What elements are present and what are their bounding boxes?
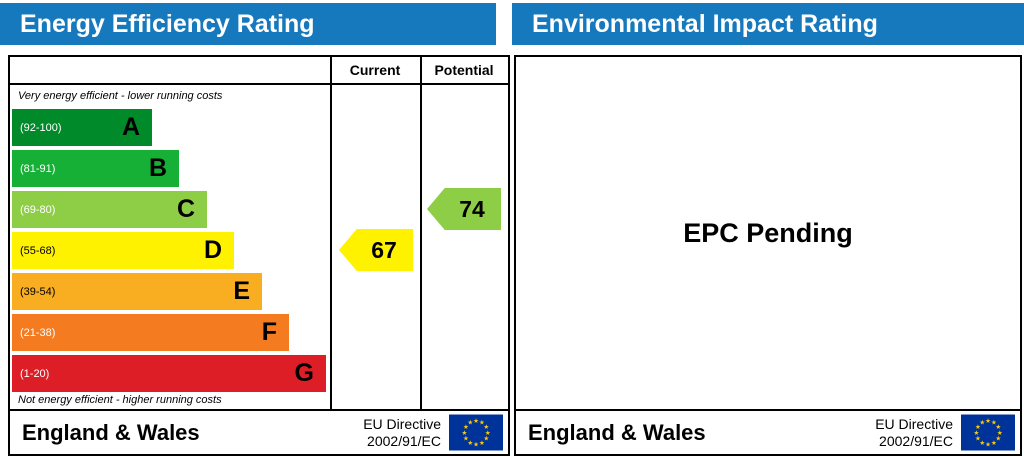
region-label: England & Wales [528,419,706,445]
svg-text:★: ★ [479,420,485,427]
svg-text:★: ★ [463,436,469,443]
band-d-range: (55-68) [20,244,56,257]
environmental-rating-header: Environmental Impact Rating [512,3,1024,45]
efficiency-top-note: Very energy efficient - lower running co… [18,90,223,102]
svg-text:★: ★ [995,436,1001,443]
svg-text:★: ★ [991,440,997,447]
band-a-range: (92-100) [20,121,62,134]
band-b-letter: B [148,154,167,182]
band-e-range: (39-54) [20,285,56,298]
svg-text:★: ★ [975,424,981,431]
column-header-row [10,57,508,85]
region-label: England & Wales [22,419,200,445]
svg-text:★: ★ [483,424,489,431]
band-g-letter: G [294,359,314,387]
svg-text:★: ★ [979,440,985,447]
svg-text:★: ★ [479,440,485,447]
band-f-letter: F [261,318,277,346]
svg-text:★: ★ [483,436,489,443]
potential-rating-value: 74 [459,195,485,222]
band-e: (39-54) E [12,273,262,310]
band-b: (81-91) B [12,150,179,187]
band-g-range: (1-20) [20,367,50,380]
svg-text:★: ★ [463,424,469,431]
band-c-range: (69-80) [20,203,56,216]
band-d: (55-68) D [12,232,234,269]
potential-rating-arrow: 74 [427,188,501,230]
svg-text:★: ★ [461,430,467,437]
column-header-potential: Potential [434,62,494,78]
epc-pending-text: EPC Pending [683,217,853,248]
energy-rating-chart: Current Potential Very energy efficient … [8,55,510,411]
band-c: (69-80) C [12,191,207,228]
svg-text:★: ★ [985,441,991,448]
eu-directive-text: EU Directive 2002/91/EC [875,415,953,449]
svg-text:★: ★ [467,420,473,427]
band-b-range: (81-91) [20,162,56,175]
band-c-letter: C [176,195,195,223]
band-a: (92-100) A [12,109,152,146]
svg-text:★: ★ [979,420,985,427]
svg-text:★: ★ [995,424,1001,431]
svg-text:★: ★ [985,418,991,425]
column-divider [330,57,332,409]
environmental-rating-title: Environmental Impact Rating [532,9,878,38]
svg-text:★: ★ [485,430,491,437]
band-f-range: (21-38) [20,326,56,339]
svg-text:★: ★ [975,436,981,443]
rating-bands: (92-100) A (81-91) B (69-80) C (55-68) D… [12,109,326,396]
eu-flag-icon: ★ ★★ ★★★ ★★★ ★★★ [449,414,503,451]
energy-rating-title: Energy Efficiency Rating [20,9,315,38]
svg-text:★: ★ [991,420,997,427]
svg-text:★: ★ [473,418,479,425]
eu-directive-text: EU Directive 2002/91/EC [363,415,441,449]
band-f: (21-38) F [12,314,289,351]
current-rating-arrow: 67 [339,229,413,271]
band-g: (1-20) G [12,355,326,392]
band-d-letter: D [203,236,222,264]
efficiency-bottom-note: Not energy efficient - higher running co… [18,394,222,406]
footer-left: England & Wales EU Directive 2002/91/EC … [8,409,510,456]
svg-text:★: ★ [467,440,473,447]
eu-flag-icon: ★ ★★ ★★★ ★★★ ★★★ [961,414,1015,451]
svg-text:★: ★ [473,441,479,448]
svg-text:★: ★ [997,430,1003,437]
energy-rating-header: Energy Efficiency Rating [0,3,496,45]
band-a-letter: A [121,113,140,141]
environmental-impact-panel: EPC Pending [514,55,1022,411]
band-e-letter: E [233,277,250,305]
svg-text:★: ★ [973,430,979,437]
current-rating-value: 67 [371,236,397,263]
column-divider [420,57,422,409]
column-header-current: Current [349,62,401,78]
footer-right: England & Wales EU Directive 2002/91/EC … [514,409,1022,456]
